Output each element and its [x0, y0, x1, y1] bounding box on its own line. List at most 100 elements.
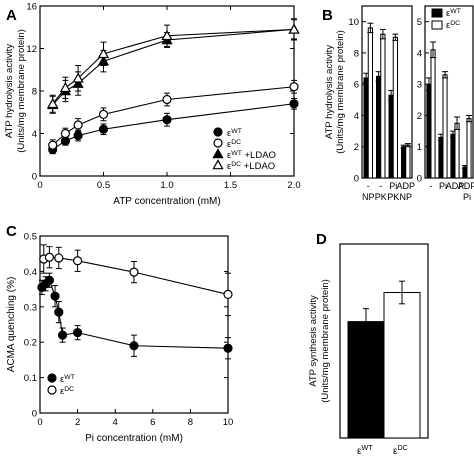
category-label: PK: [375, 192, 387, 202]
y-tick-label: 0: [32, 172, 37, 183]
data-point: [223, 343, 233, 353]
data-point: [129, 267, 139, 277]
y-axis-label: ATP hydrolysis activity: [324, 45, 335, 139]
x-tick-label: 0.5: [97, 180, 110, 191]
series-line: [41, 279, 229, 349]
error-bar: [379, 28, 386, 40]
y-tick-label: 0.2: [24, 338, 37, 349]
y-axis-label-units: (Units/mg membrane protein): [320, 279, 331, 403]
plot-frame: [39, 235, 229, 414]
y-tick-label: 2: [417, 111, 422, 122]
legend-swatch: [431, 8, 443, 18]
y-axis-label: ACMA quenching (%): [6, 277, 17, 373]
x-axis-label: ATP concentration (mM): [113, 196, 220, 207]
y-axis-label: ATP synthesis activity: [308, 295, 319, 387]
legend-marker: [213, 138, 223, 148]
error-bar: [404, 143, 411, 148]
data-point: [48, 140, 58, 150]
bar: [450, 133, 456, 179]
x-axis-label: Pi concentration (mM): [85, 433, 183, 444]
x-tick-label: 8: [188, 417, 193, 428]
y-tick-label: 0: [32, 409, 37, 420]
error-bar: [392, 33, 399, 41]
y-tick-label: 2: [354, 142, 359, 153]
x-tick-label: 2: [75, 417, 80, 428]
y-tick-label: 0.5: [24, 232, 37, 243]
error-bar: [454, 116, 461, 131]
data-point: [162, 115, 172, 125]
y-tick-label: 16: [26, 2, 37, 13]
bar: [392, 36, 398, 179]
category-label: NP: [399, 192, 412, 202]
x-tick-label: 1.0: [160, 180, 173, 191]
category-label: εDC: [393, 443, 408, 458]
x-tick-label: 0: [37, 417, 42, 428]
series-line: [52, 28, 295, 105]
data-point: [129, 341, 139, 351]
legend-label: εDC: [60, 386, 74, 398]
legend-marker: [212, 148, 224, 159]
y-tick-label: 0: [354, 174, 359, 185]
legend-marker: [47, 385, 57, 395]
error-bar: [466, 114, 473, 123]
x-tick-label: 6: [150, 417, 155, 428]
y-tick-label: 0: [417, 174, 422, 185]
data-point: [44, 275, 55, 285]
bar: [401, 146, 407, 179]
x-tick-label: 1.5: [224, 180, 237, 191]
y-tick-label: 4: [417, 48, 422, 59]
data-point: [50, 291, 60, 301]
x-tick-label: 2.0: [287, 180, 300, 191]
series-line: [52, 28, 295, 106]
category-label: PK: [387, 192, 399, 202]
data-point: [98, 124, 109, 134]
category-label: ADP: [396, 181, 415, 191]
data-point: [289, 82, 299, 92]
x-tick-label: 10: [223, 417, 234, 428]
legend-label: εWT +LDAO: [227, 150, 276, 162]
y-axis-label-units: (Units/mg membrane protein): [335, 30, 346, 154]
bar: [363, 77, 369, 179]
y-tick-label: 12: [26, 44, 37, 55]
bar: [466, 118, 472, 179]
y-tick-label: 5: [417, 17, 422, 28]
category-label: εWT: [357, 443, 373, 458]
category-label: -: [379, 181, 382, 191]
data-point: [73, 131, 83, 141]
bar: [426, 83, 432, 179]
y-tick-label: 1: [417, 142, 422, 153]
error-bar: [367, 22, 374, 34]
panel-label-d: D: [316, 231, 327, 248]
data-point: [98, 109, 109, 119]
category-label: -: [430, 181, 433, 191]
legend-swatch: [431, 20, 443, 30]
bar: [383, 292, 421, 439]
legend-label: εDC: [227, 139, 241, 151]
error-bar: [363, 308, 369, 336]
y-axis-label-units: (Units/mg membrane protein): [16, 29, 27, 153]
series-line: [52, 86, 295, 146]
error-bar: [399, 280, 405, 305]
panel-label-a: A: [6, 7, 17, 24]
y-tick-label: 0.3: [24, 302, 37, 313]
y-tick-label: 8: [32, 87, 37, 98]
chart-panel-c: 0 0.1 0.2 0.3 0.4 0.5 0 2 4 6 8 10 Pi concentration …: [6, 232, 233, 445]
data-point: [289, 99, 299, 109]
data-point: [44, 252, 55, 262]
data-point: [54, 307, 64, 317]
legend-label: εWT: [446, 8, 462, 20]
legend-marker: [213, 127, 223, 137]
data-point: [72, 328, 83, 338]
data-point: [288, 23, 300, 34]
data-point: [223, 289, 233, 300]
x-tick-label: 0: [37, 180, 42, 191]
y-tick-label: 6: [354, 80, 359, 91]
y-tick-label: 4: [32, 129, 37, 140]
category-label: -: [367, 181, 370, 191]
legend-marker: [47, 373, 57, 383]
y-tick-label: 8: [354, 48, 359, 59]
plot-frame: [361, 5, 413, 179]
data-point: [57, 330, 68, 340]
category-label: Pi: [463, 192, 471, 202]
